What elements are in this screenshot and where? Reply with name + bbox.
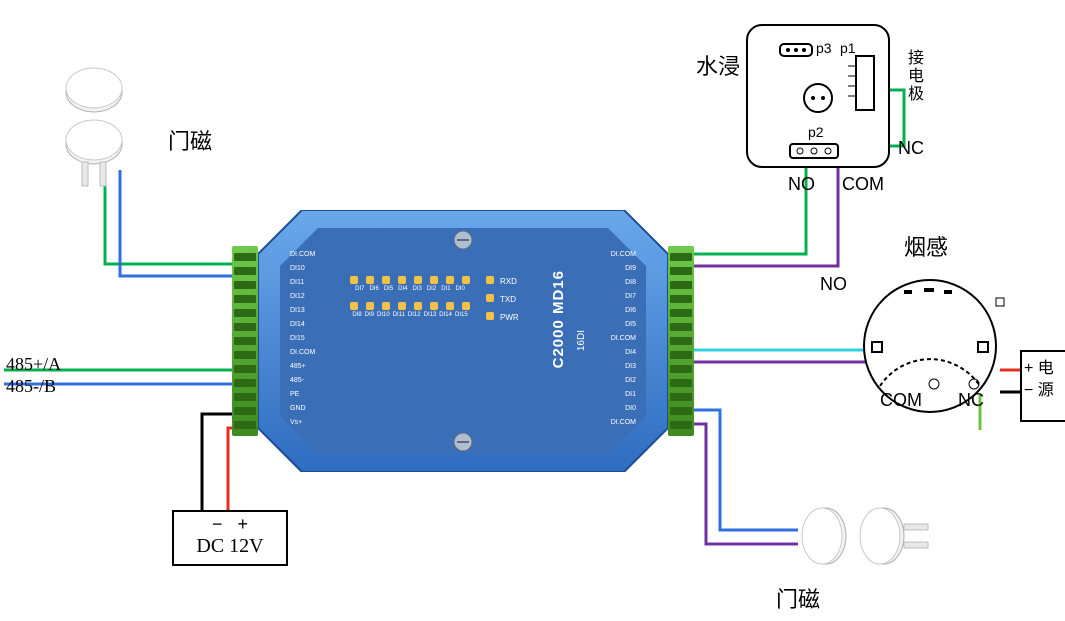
door-magnet-icon <box>58 66 138 196</box>
rs485-b-label: 485-/B <box>6 376 56 397</box>
pin-label: COM <box>842 174 884 195</box>
left-labels: DI.COMDI10 DI11DI12 DI13DI14 DI15DI.COM … <box>290 248 326 430</box>
pin-label: NC <box>898 138 924 159</box>
door-magnet-label: 门磁 <box>168 124 212 156</box>
terminal-right <box>668 246 694 436</box>
pin-label: NC <box>958 390 984 411</box>
smoke-label: 烟感 <box>904 230 948 262</box>
model-sub: 16DI <box>576 330 587 351</box>
module: DI.COMDI10 DI11DI12 DI13DI14 DI15DI.COM … <box>258 210 668 472</box>
model-text: C2000 MD16 <box>550 270 584 368</box>
rs485-a-label: 485+/A <box>6 354 61 375</box>
wire <box>656 424 798 544</box>
pin-label: p3 <box>816 40 832 56</box>
wire <box>656 166 806 254</box>
dc12v: − + DC 12V <box>172 510 288 566</box>
pin-label: NO <box>788 174 815 195</box>
led-matrix: DI7DI6 DI5DI4 DI3DI2 DI1DI0 DI8DI9 DI10D… <box>340 276 480 318</box>
water-sensor: p3 p1 p2 <box>746 24 890 168</box>
pin-label: COM <box>880 390 922 411</box>
water-label: 水浸 <box>696 54 740 80</box>
pin-label: NO <box>820 274 847 295</box>
ext-power: + 电 − 源 <box>1020 350 1065 422</box>
terminal-left <box>232 246 258 436</box>
status-leds: RXD TXD PWR <box>486 276 519 322</box>
electrode-label: 接 电 极 <box>908 50 924 104</box>
pin-label: p1 <box>840 40 856 56</box>
right-labels: DI.COMDI9 DI8DI7 DI6DI5 DI.COMDI4 DI3DI2… <box>600 248 636 430</box>
door-magnet-label: 门磁 <box>776 582 820 614</box>
door-magnet-icon <box>796 498 936 578</box>
pin-label: p2 <box>808 124 824 140</box>
smoke-sensor <box>850 266 1020 416</box>
